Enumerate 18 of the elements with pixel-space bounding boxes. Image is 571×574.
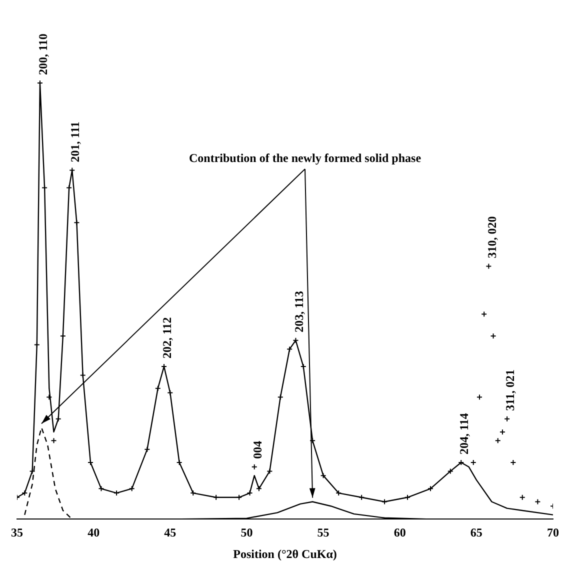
- annotation: 201, 111: [68, 122, 82, 162]
- x-tick-label: 45: [164, 525, 176, 540]
- annotation: 311, 021: [503, 370, 518, 411]
- annotation: 203, 113: [292, 291, 306, 332]
- annotation: 310, 020: [484, 216, 499, 258]
- x-tick-label: 35: [11, 525, 23, 540]
- x-tick-label: 70: [547, 525, 559, 540]
- annotation: 200, 110: [36, 34, 50, 75]
- annotation: 004: [250, 440, 264, 459]
- x-tick-label: 60: [394, 525, 406, 540]
- annotation: 202, 112: [160, 317, 174, 359]
- x-tick-label: 65: [470, 525, 482, 540]
- x-tick-label: 55: [317, 525, 330, 540]
- x-axis-title: Position (°2θ CuKα): [233, 546, 337, 561]
- x-tick-label: 40: [88, 525, 100, 540]
- annotation: Contribution of the newly formed solid phase: [188, 151, 422, 166]
- x-tick-label: 50: [240, 525, 253, 540]
- annotation: 204, 114: [457, 413, 472, 454]
